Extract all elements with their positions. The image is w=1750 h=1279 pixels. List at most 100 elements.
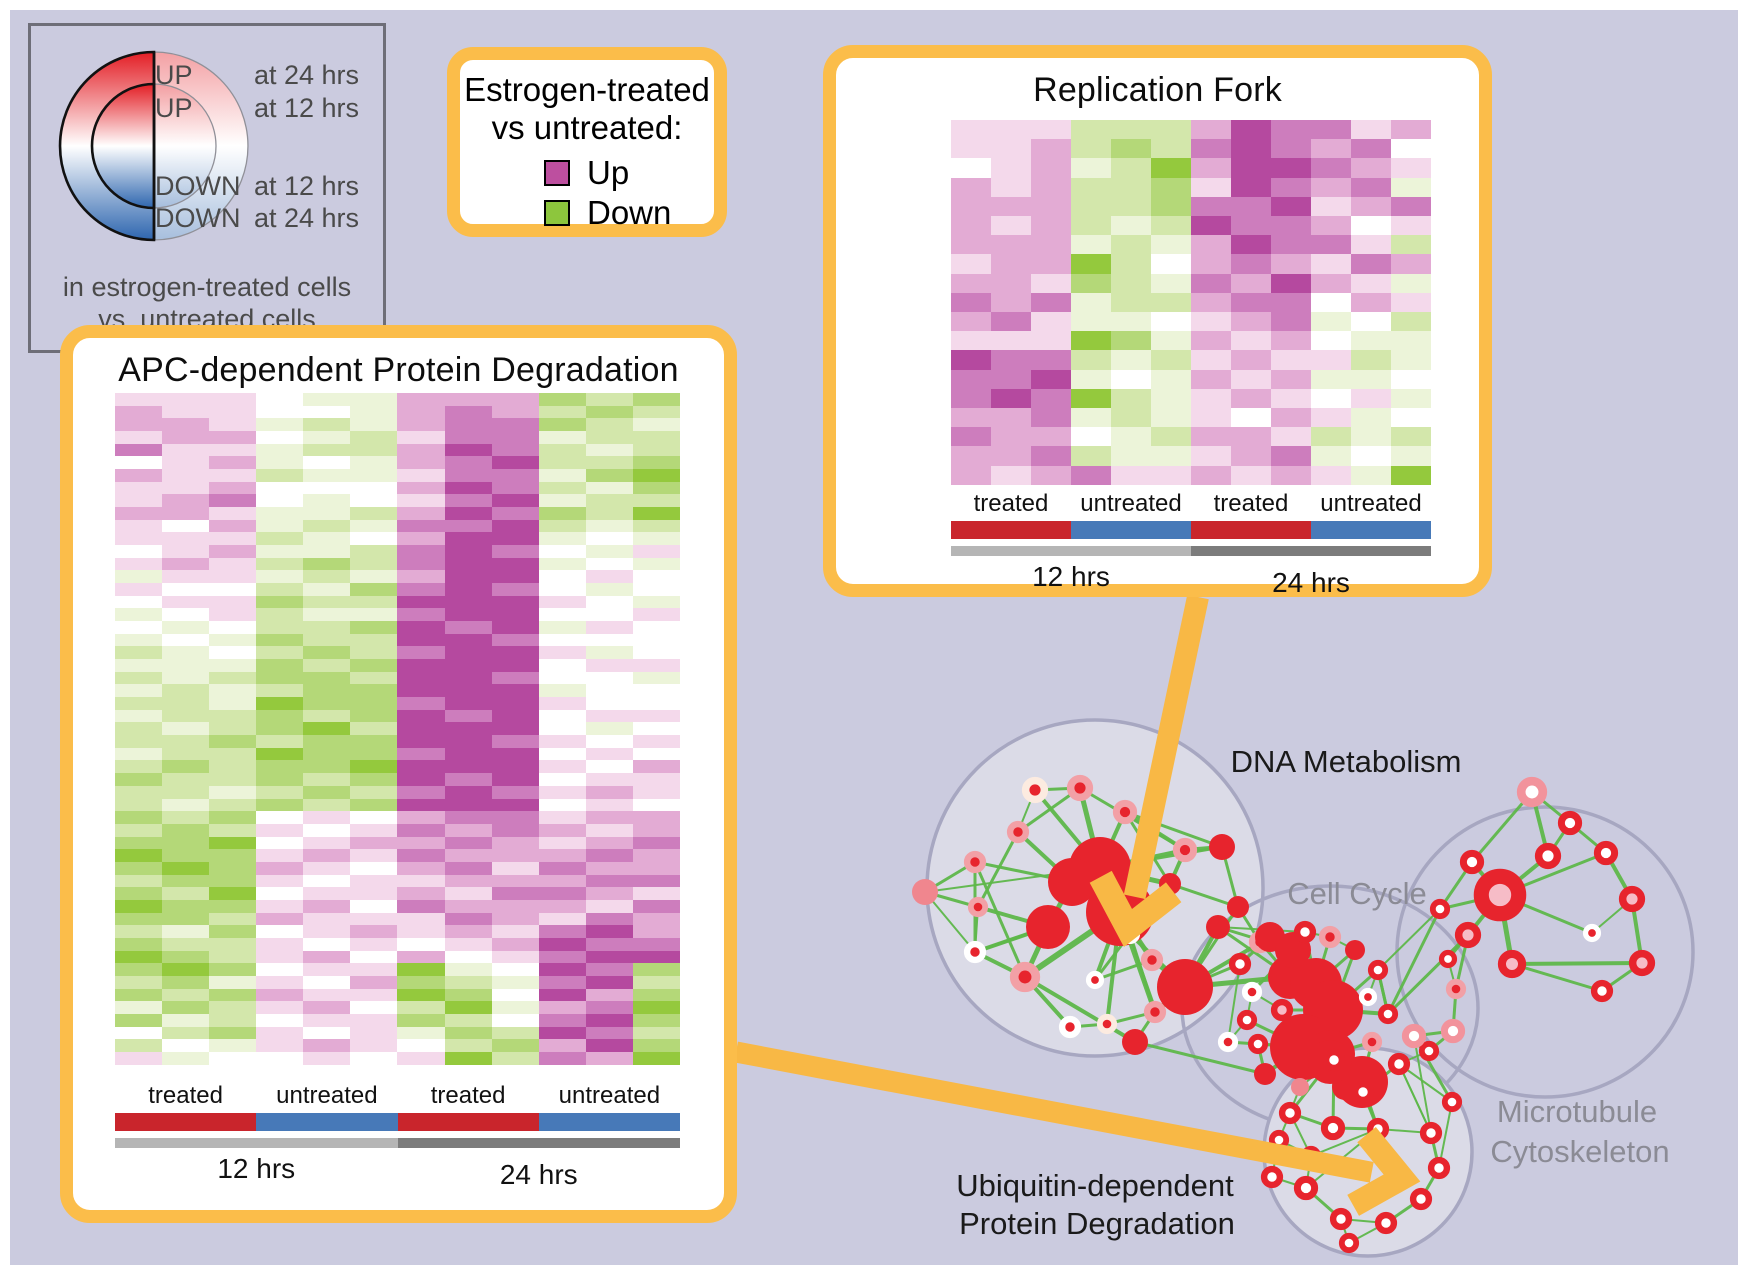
heatmap-cell <box>1071 273 1111 293</box>
heatmap-cell <box>1071 254 1111 274</box>
heatmap-cell <box>350 608 398 622</box>
treated-bar <box>115 1113 257 1131</box>
heatmap-cell <box>585 1026 633 1040</box>
heatmap-cell <box>538 431 586 444</box>
heatmap-cell <box>538 861 586 875</box>
heatmap-cell <box>632 608 680 622</box>
heatmap-cell <box>162 621 210 634</box>
heatmap-cell <box>256 861 304 875</box>
heatmap-cell <box>1191 196 1231 217</box>
heatmap-cell <box>303 735 351 748</box>
heatmap-cell <box>115 836 163 850</box>
ring-time: at 12 hrs <box>253 171 359 201</box>
heatmap-cell <box>632 760 680 774</box>
heatmap-row <box>115 861 680 875</box>
heatmap-cell <box>303 621 351 634</box>
heatmap-cell <box>1311 388 1351 409</box>
heatmap-cell <box>397 431 445 444</box>
heatmap-cell <box>162 608 210 622</box>
heatmap-cell <box>1311 446 1351 466</box>
heatmap-cell <box>162 646 210 660</box>
heatmap-cell <box>350 697 398 710</box>
heatmap-cell <box>491 874 539 888</box>
heatmap-cell <box>209 887 257 900</box>
heatmap-cell <box>444 659 492 672</box>
heatmap-cell <box>397 557 445 571</box>
heatmap-cell <box>115 393 163 406</box>
heatmap-cell <box>1311 235 1351 255</box>
heatmap-cell <box>1031 350 1071 370</box>
heatmap-cell <box>256 887 304 900</box>
heatmap-cell <box>397 925 445 938</box>
heatmap-row <box>115 874 680 888</box>
network-edge <box>1386 908 1442 1015</box>
heatmap-cell <box>1391 120 1431 140</box>
panel-title: APC-dependent Protein Degradation <box>118 351 679 389</box>
heatmap-cell <box>1031 408 1071 428</box>
heatmap-cell <box>162 405 210 419</box>
heatmap-cell <box>444 697 492 710</box>
heatmap-cell <box>397 735 445 748</box>
heatmap-cell <box>162 557 210 571</box>
heatmap-cell <box>444 709 492 723</box>
heatmap-cell <box>162 836 210 850</box>
heatmap-cell <box>303 937 351 951</box>
heatmap-cell <box>303 545 351 558</box>
heatmap-cell <box>632 950 680 964</box>
heatmap-cell <box>303 912 351 926</box>
heatmap-cell <box>491 887 539 900</box>
heatmap-cell <box>397 849 445 862</box>
heatmap-cell <box>491 735 539 748</box>
heatmap-cell <box>632 570 680 584</box>
heatmap-cell <box>632 431 680 444</box>
heatmap-row <box>115 811 680 824</box>
heatmap-cell <box>1351 292 1391 313</box>
heatmap-row <box>115 887 680 900</box>
network-node <box>1473 868 1527 922</box>
ring-word: UP <box>155 60 193 90</box>
panel-title: Replication Fork <box>1033 71 1282 109</box>
heatmap-cell <box>397 583 445 596</box>
heatmap-cell <box>632 975 680 989</box>
heatmap-cell <box>397 937 445 951</box>
heatmap-cell <box>397 443 445 457</box>
heatmap-cell <box>1391 369 1431 389</box>
heatmap-cell <box>1191 254 1231 274</box>
heatmap-cell <box>350 735 398 748</box>
ring-legend-box: UP at 24 hrs UP at 12 hrs DOWN at 12 hrs… <box>28 23 386 353</box>
heatmap-cell <box>162 393 210 406</box>
heatmap-cell <box>491 431 539 444</box>
heatmap-cell <box>256 975 304 989</box>
heatmap-cell <box>1351 235 1391 255</box>
heatmap-cell <box>585 912 633 926</box>
heatmap-cell <box>585 773 633 786</box>
heatmap-cell <box>115 646 163 660</box>
heatmap-cell <box>256 608 304 622</box>
heatmap-cell <box>1071 331 1111 351</box>
heatmap-cell <box>1151 235 1191 255</box>
heatmap-cell <box>444 684 492 698</box>
heatmap-cell <box>444 443 492 457</box>
heatmap-cell <box>1031 235 1071 255</box>
heatmap-cell <box>397 836 445 850</box>
heatmap-cell <box>1071 408 1111 428</box>
heatmap-cell <box>1191 465 1231 485</box>
heatmap-row <box>115 532 680 546</box>
heatmap-cell <box>397 760 445 774</box>
heatmap-cell <box>350 925 398 938</box>
heatmap-cell <box>397 507 445 520</box>
network-node <box>1247 1033 1269 1055</box>
heatmap-cell <box>162 785 210 799</box>
heatmap-cell <box>115 1001 163 1014</box>
network-node <box>963 940 987 964</box>
heatmap-cell <box>209 1001 257 1014</box>
heatmap-cell <box>1071 369 1111 389</box>
heatmap-cell <box>585 570 633 584</box>
heatmap-cell <box>991 350 1031 370</box>
timebar-24-hrs <box>1191 546 1431 556</box>
network-node <box>1254 1063 1276 1085</box>
heatmap-cell <box>256 735 304 748</box>
heatmap-cell <box>350 760 398 774</box>
heatmap-cell <box>444 811 492 824</box>
heatmap-cell <box>632 1001 680 1014</box>
